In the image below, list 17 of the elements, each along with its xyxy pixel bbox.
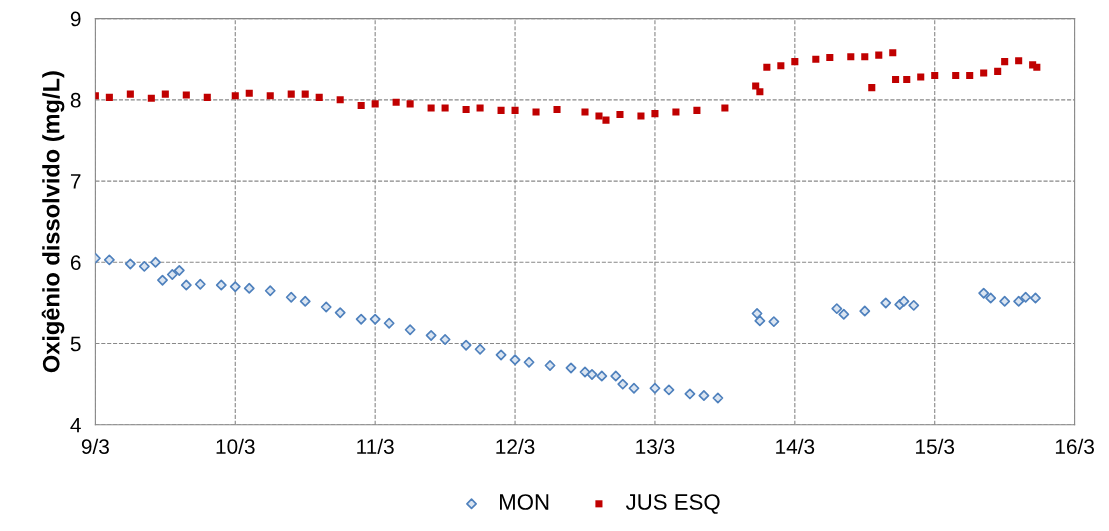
x-tick-label: 12/3 [496,438,535,454]
y-tick-label: 4 [70,418,81,433]
y-tick-label: 6 [70,255,81,271]
legend-label: MON [500,494,549,510]
x-tick-label: 14/3 [776,438,815,454]
y-tick-label: 9 [70,11,81,27]
x-tick-label: 11/3 [357,438,394,454]
x-tick-label: 9/3 [81,438,109,454]
legend-label: JUS ESQ [625,494,720,514]
y-axis-title: Oxigênio dissolvido (mg/L) [41,71,65,373]
x-tick-label: 15/3 [916,438,955,454]
x-tick-label: 10/3 [216,438,255,454]
x-tick-label: 16/3 [1055,438,1094,454]
y-tick-label: 5 [70,336,81,352]
y-tick-label: 8 [70,92,81,108]
x-tick-label: 13/3 [636,438,675,454]
y-tick-label: 7 [70,174,81,189]
